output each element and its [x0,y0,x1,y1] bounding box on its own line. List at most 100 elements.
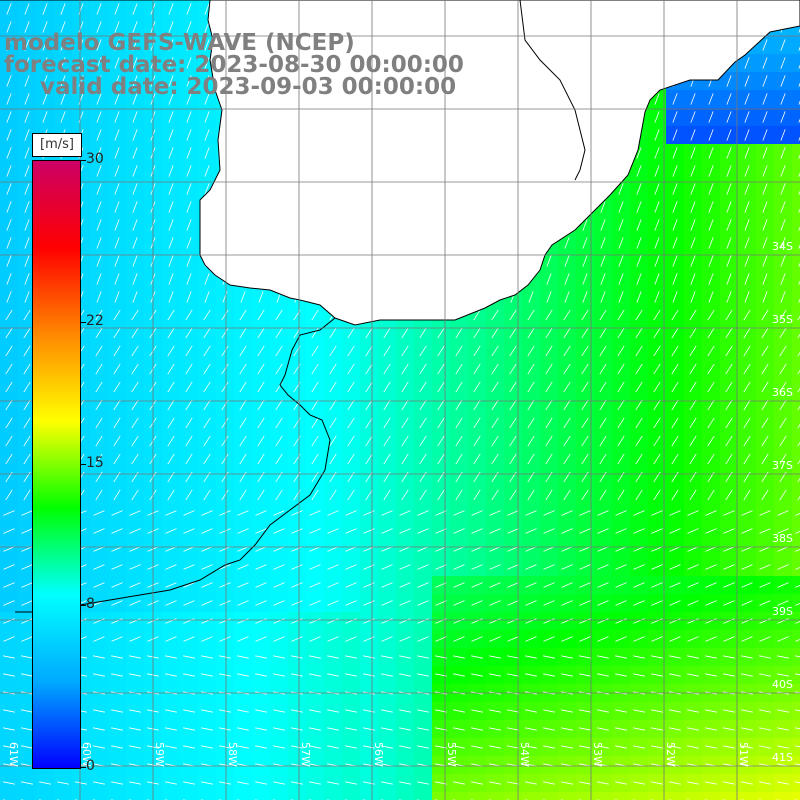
wind-arrow [741,636,753,642]
wind-arrow [525,582,537,588]
wind-arrow [579,709,591,713]
wind-cell [324,792,342,800]
wind-arrow [636,201,642,213]
wind-arrow [273,709,285,713]
wind-arrow [455,435,463,447]
wind-arrow [113,363,121,375]
wind-arrow [204,165,210,177]
wind-arrow [582,237,588,249]
wind-arrow [93,781,105,785]
wind-arrow [329,381,337,393]
wind-arrow [797,351,800,357]
wind-arrow [759,510,771,516]
wind-arrow [597,709,609,713]
wind-arrow [780,273,786,285]
wind-arrow [527,327,535,339]
wind-arrow [725,417,733,429]
wind-arrow [651,564,663,570]
wind-arrow [653,489,661,501]
wind-arrow [743,381,751,393]
wind-arrow [615,655,627,659]
wind-arrow [291,727,303,731]
wind-arrow [669,745,681,749]
wind-arrow [525,727,537,731]
wind-arrow [597,781,609,785]
wind-arrow [291,564,303,570]
wind-arrow [653,345,661,357]
wind-arrow [93,727,105,731]
wind-arrow [257,381,265,393]
wind-arrow [219,636,231,642]
wind-arrow [96,237,102,249]
wind-arrow [78,93,84,105]
wind-arrow [168,237,174,249]
wind-arrow [275,345,283,357]
wind-arrow [399,618,411,624]
wind-arrow [291,745,303,749]
wind-arrow [723,781,735,785]
wind-arrow [165,727,177,731]
wind-arrow [690,93,696,105]
wind-arrow [186,219,192,231]
wind-arrow [3,546,15,552]
wind-cell [792,72,800,90]
wind-arrow [636,255,642,267]
wind-arrow [795,673,800,676]
wind-arrow [669,546,681,552]
wind-arrow [275,489,283,501]
wind-arrow [165,582,177,588]
wind-arrow [744,165,750,177]
wind-arrow [203,489,211,501]
wind-arrow [780,165,786,177]
wind-arrow [471,618,483,624]
wind-cell [198,792,216,800]
wind-arrow [491,489,499,501]
wind-arrow [617,417,625,429]
wind-arrow [275,435,283,447]
wind-cell [792,90,800,108]
wind-arrow [93,546,105,552]
wind-cell [792,324,800,342]
wind-arrow [471,582,483,588]
colorbar-tick [80,463,86,465]
wind-arrow [165,673,177,677]
wind-arrow [689,345,697,357]
wind-arrow [543,709,555,713]
wind-arrow [795,602,800,606]
colorbar-tick-label: 0 [86,758,95,774]
wind-arrow [489,546,501,552]
wind-arrow [669,510,681,516]
wind-arrow [381,546,393,552]
wind-arrow [726,111,732,123]
wind-arrow [78,111,84,123]
latitude-label: 36S [772,386,793,399]
wind-arrow [690,201,696,213]
wind-arrow [795,709,800,712]
wind-arrow [204,183,210,195]
wind-arrow [6,93,12,105]
wind-arrow [327,636,339,642]
wind-arrow [6,3,12,15]
wind-arrow [219,546,231,552]
wind-arrow [669,781,681,785]
wind-arrow [255,781,267,785]
wind-arrow [633,618,645,624]
wind-arrow [327,618,339,624]
wind-arrow [777,582,789,588]
colorbar-tick [80,767,86,768]
wind-arrow [777,510,789,516]
wind-arrow [491,309,499,321]
wind-arrow [579,510,591,516]
wind-arrow [111,709,123,713]
wind-arrow [525,618,537,624]
wind-arrow [741,673,753,677]
wind-arrow [114,291,120,303]
wind-arrow [24,273,30,285]
wind-arrow [543,618,555,624]
wind-arrow [186,201,192,213]
wind-arrow [761,435,769,447]
wind-arrow [273,564,285,570]
wind-arrow [183,546,195,552]
wind-cell [684,792,702,800]
wind-arrow [113,417,121,429]
